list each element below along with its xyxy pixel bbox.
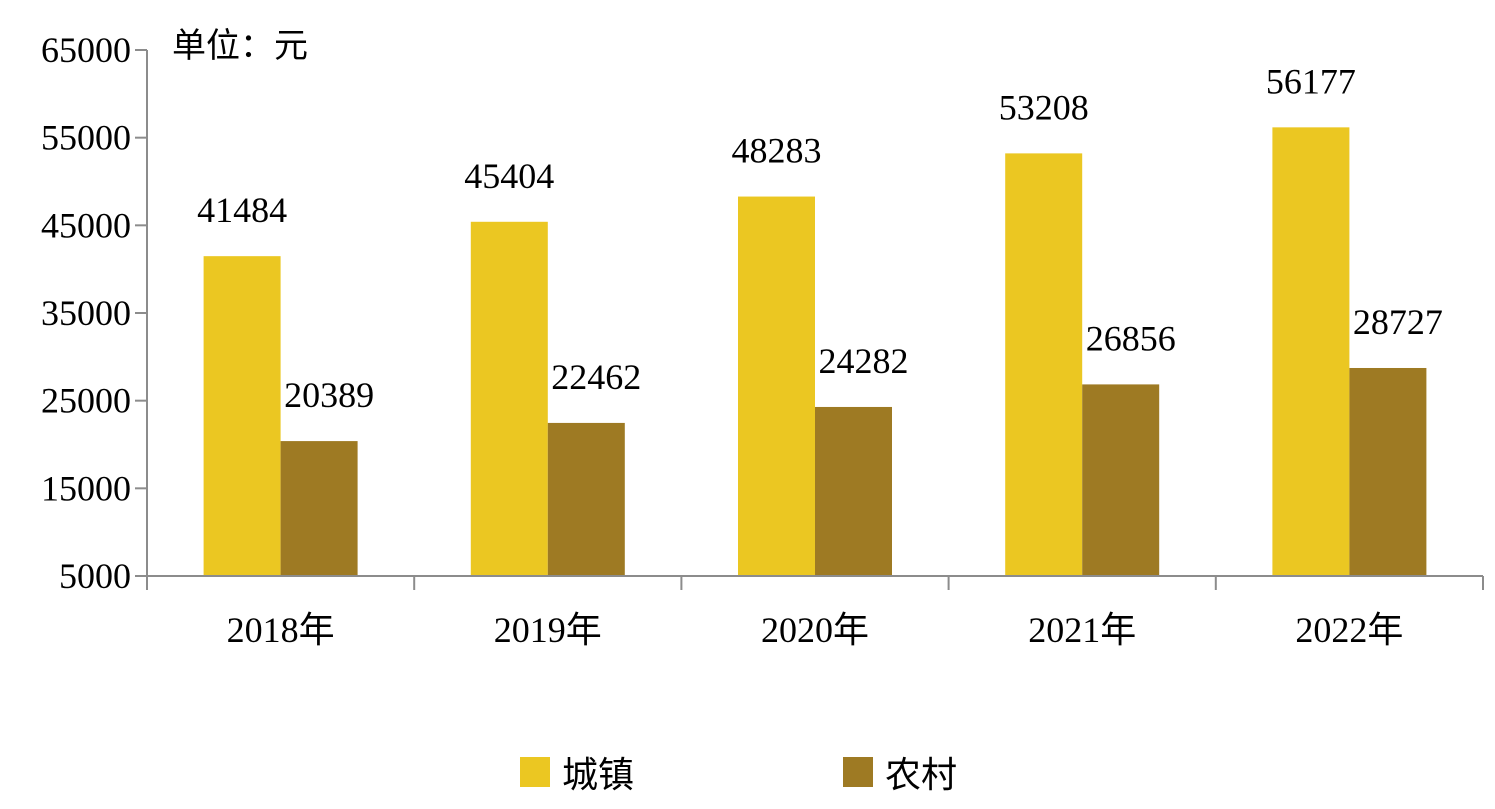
data-label-urban-2018年: 41484 [197,190,287,230]
legend-item-rural: 农村 [843,744,957,800]
data-label-rural-2018年: 20389 [284,375,374,415]
x-tick-label-2022年: 2022年 [1295,610,1403,650]
legend: 城镇 农村 [0,744,1495,800]
axes-layer [135,49,1484,590]
data-label-rural-2019年: 22462 [551,357,641,397]
data-label-urban-2019年: 45404 [464,156,554,196]
x-tick-label-2019年: 2019年 [494,610,602,650]
data-label-rural-2022年: 28727 [1353,302,1443,342]
bar-urban-2020年 [738,196,815,577]
data-label-urban-2021年: 53208 [999,87,1089,127]
y-tick-label-15000: 15000 [41,468,131,508]
bar-rural-2019年 [547,422,625,576]
bar-urban-2022年 [1272,127,1350,576]
legend-swatch-urban [520,757,550,787]
unit-label: 单位：元 [172,26,308,66]
bar-rural-2020年 [815,406,892,576]
bar-urban-2019年 [470,221,548,577]
y-tick-label-35000: 35000 [41,293,131,333]
x-tick-label-2020年: 2020年 [761,610,869,650]
bar-rural-2021年 [1082,384,1160,576]
bar-urban-2018年 [203,256,281,576]
bar-rural-2022年 [1349,367,1427,576]
y-tick-label-5000: 5000 [59,556,131,596]
labels-layer: 41484 45404 48283 53208 56177 20389 22462 24282… [41,30,1443,650]
legend-label-rural: 农村 [885,755,958,796]
x-tick-label-2021年: 2021年 [1028,610,1136,650]
y-tick-label-55000: 55000 [41,118,131,158]
legend-label-urban: 城镇 [562,755,635,796]
data-label-rural-2021年: 26856 [1086,318,1176,358]
y-tick-label-25000: 25000 [41,381,131,421]
legend-swatch-rural [843,757,873,787]
y-tick-label-45000: 45000 [41,205,131,245]
bars-layer [203,127,1427,577]
bar-urban-2021年 [1005,153,1083,576]
bar-rural-2018年 [280,441,358,576]
legend-item-urban: 城镇 [520,744,634,800]
data-label-rural-2020年: 24282 [819,341,909,381]
y-tick-label-65000: 65000 [41,30,131,70]
x-tick-label-2018年: 2018年 [227,610,335,650]
data-label-urban-2020年: 48283 [732,131,822,171]
data-label-urban-2022年: 56177 [1266,61,1356,101]
